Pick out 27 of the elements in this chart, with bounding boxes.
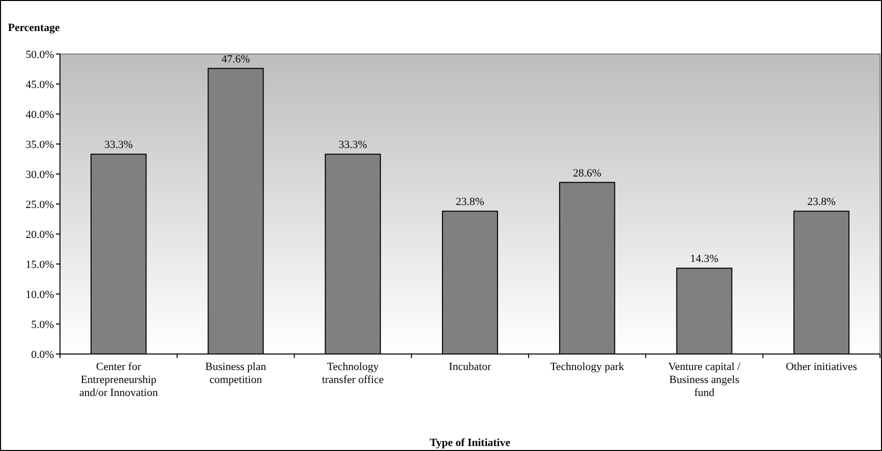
y-tick-label: 30.0% (26, 168, 54, 181)
y-tick-label: 5.0% (31, 318, 54, 331)
data-label: 23.8% (807, 196, 836, 208)
data-label: 33.3% (338, 139, 368, 152)
x-tick-label: Technology transfer office (322, 361, 384, 386)
x-tick-label: Other initiatives (786, 361, 858, 373)
y-tick-label: 40.0% (26, 108, 54, 121)
data-label: 33.3% (104, 139, 133, 152)
y-tick-label: 35.0% (26, 138, 54, 151)
x-tick-label: Incubator (448, 361, 492, 373)
x-tick-label: Center for Entrepreneurship and/or Innovation (79, 361, 158, 399)
y-tick-label: 10.0% (26, 288, 54, 301)
y-tick-label: 45.0% (26, 78, 54, 91)
y-tick-label: 50.0% (26, 48, 54, 61)
y-tick-label: 25.0% (26, 198, 54, 211)
x-tick-label: Business plan competition (205, 361, 267, 386)
data-label: 28.6% (572, 167, 602, 180)
x-tick-label: Venture capital / Business angels fund (668, 361, 742, 399)
data-label: 47.6% (222, 53, 250, 66)
y-tick-label: 15.0% (26, 258, 54, 271)
y-axis-title: Percentage (8, 22, 60, 34)
y-tick-label: 0.0% (31, 348, 54, 361)
x-tick-label: Technology park (550, 361, 625, 373)
y-tick-label: 20.0% (26, 228, 54, 241)
x-axis-title: Type of Initiative (430, 437, 510, 449)
data-label: 14.3% (690, 253, 718, 266)
data-label: 23.8% (456, 196, 484, 208)
